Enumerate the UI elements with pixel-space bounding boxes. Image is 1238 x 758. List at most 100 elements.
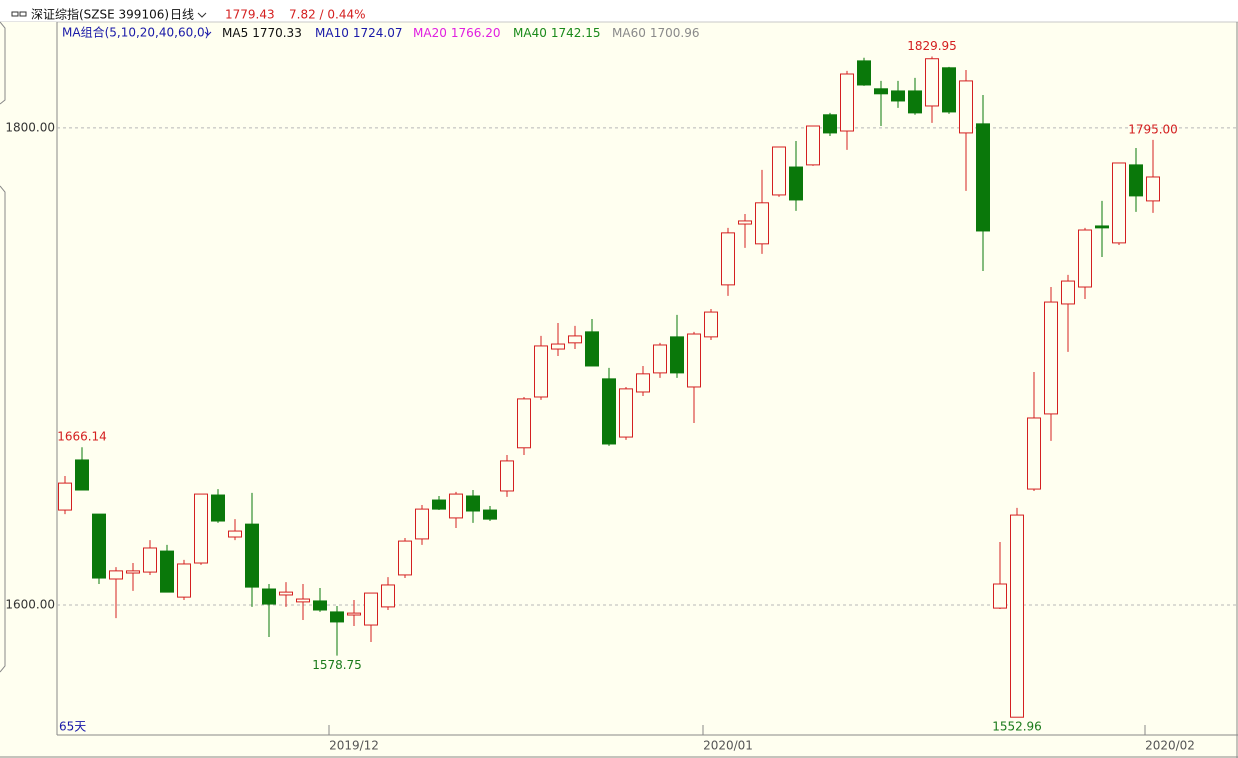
price-change: 7.82 / 0.44%: [289, 8, 366, 22]
candle-body: [721, 232, 735, 286]
candle-body: [908, 90, 922, 114]
candle-body: [636, 373, 650, 393]
candle: [1061, 274, 1075, 352]
ma-legend: MA40 1742.15: [513, 26, 600, 40]
candle: [381, 577, 395, 611]
candle: [177, 559, 191, 600]
ma-name: MA5: [222, 26, 248, 40]
header-bar: [0, 0, 1238, 22]
candle: [1044, 287, 1058, 441]
candle-body: [58, 482, 72, 511]
candle: [891, 80, 905, 108]
candle: [874, 80, 888, 127]
candle-body: [228, 530, 242, 538]
candle-body: [211, 494, 225, 522]
candle-body: [925, 58, 939, 107]
candle: [126, 563, 140, 591]
ma-legend: MA5 1770.33: [222, 26, 302, 40]
ma-group[interactable]: MA组合(5,10,20,40,60,0): [62, 25, 209, 40]
candle-body: [415, 508, 429, 540]
period-selector[interactable]: 日线: [170, 8, 194, 22]
candle: [1129, 147, 1143, 212]
candle-body: [891, 90, 905, 102]
candle: [534, 335, 548, 400]
candle: [721, 227, 735, 296]
candle: [228, 519, 242, 541]
candle-body: [670, 336, 684, 374]
candle: [585, 318, 599, 367]
span-label: 65天: [59, 720, 86, 734]
last-price: 1779.43: [225, 8, 275, 22]
candle: [364, 592, 378, 642]
candle-body: [313, 600, 327, 611]
candle: [330, 605, 344, 656]
candle-body: [687, 333, 701, 388]
candle-body: [177, 563, 191, 598]
candle-body: [704, 311, 718, 338]
candle: [1112, 162, 1126, 246]
candle: [1027, 371, 1041, 491]
ma-dropdown[interactable]: [204, 31, 212, 36]
period-dropdown[interactable]: [197, 12, 207, 18]
candle-body: [483, 509, 497, 520]
candle: [1010, 507, 1024, 718]
candle-body: [347, 612, 361, 616]
candle-body: [1129, 164, 1143, 197]
candle: [517, 396, 531, 455]
candle-body: [942, 67, 956, 113]
candle: [160, 544, 174, 593]
candle-body: [772, 146, 786, 196]
candle-body: [194, 493, 208, 564]
candle: [823, 112, 837, 137]
candle-body: [381, 584, 395, 608]
candle-body: [568, 335, 582, 344]
candle-body: [823, 114, 837, 134]
candle: [279, 582, 293, 607]
candle: [925, 56, 939, 123]
candle: [636, 365, 650, 397]
candle: [1078, 227, 1092, 299]
x-tick-label: 2020/02: [1145, 739, 1195, 753]
candle: [347, 599, 361, 626]
candle-body: [1010, 514, 1024, 718]
candle-body: [1061, 280, 1075, 305]
candle: [1095, 200, 1109, 257]
candle-body: [262, 588, 276, 605]
candle: [687, 331, 701, 423]
candle: [857, 57, 871, 86]
high-annotation: 1795.00: [1128, 122, 1178, 136]
candle-body: [534, 345, 548, 398]
ma-name: MA60: [612, 26, 646, 40]
ma-legend: MA60 1700.96: [612, 26, 699, 40]
candle-body: [789, 166, 803, 201]
candle: [789, 141, 803, 211]
candle-body: [857, 60, 871, 86]
candle: [704, 308, 718, 340]
candle: [296, 584, 310, 621]
candle-body: [160, 550, 174, 593]
candle: [653, 342, 667, 378]
candle: [483, 506, 497, 522]
candle-body: [619, 388, 633, 438]
ma-legend: MA10 1724.07: [315, 26, 402, 40]
high-annotation: 1666.14: [57, 430, 107, 444]
candle-body: [1027, 417, 1041, 490]
candle: [432, 495, 446, 511]
ma-name: MA40: [513, 26, 547, 40]
candle-body: [449, 493, 463, 519]
candle-body: [959, 80, 973, 134]
candle-body: [364, 592, 378, 626]
candle-body: [330, 611, 344, 623]
x-tick-label: 2020/01: [703, 739, 753, 753]
candle: [602, 367, 616, 446]
candle-body: [1112, 162, 1126, 244]
candle-body: [993, 583, 1007, 609]
candle: [959, 69, 973, 191]
candle-body: [874, 88, 888, 95]
candle-body: [143, 547, 157, 573]
axis-panel: [0, 22, 57, 735]
candle-body: [653, 344, 667, 374]
candle: [415, 505, 429, 545]
candle: [840, 70, 854, 150]
